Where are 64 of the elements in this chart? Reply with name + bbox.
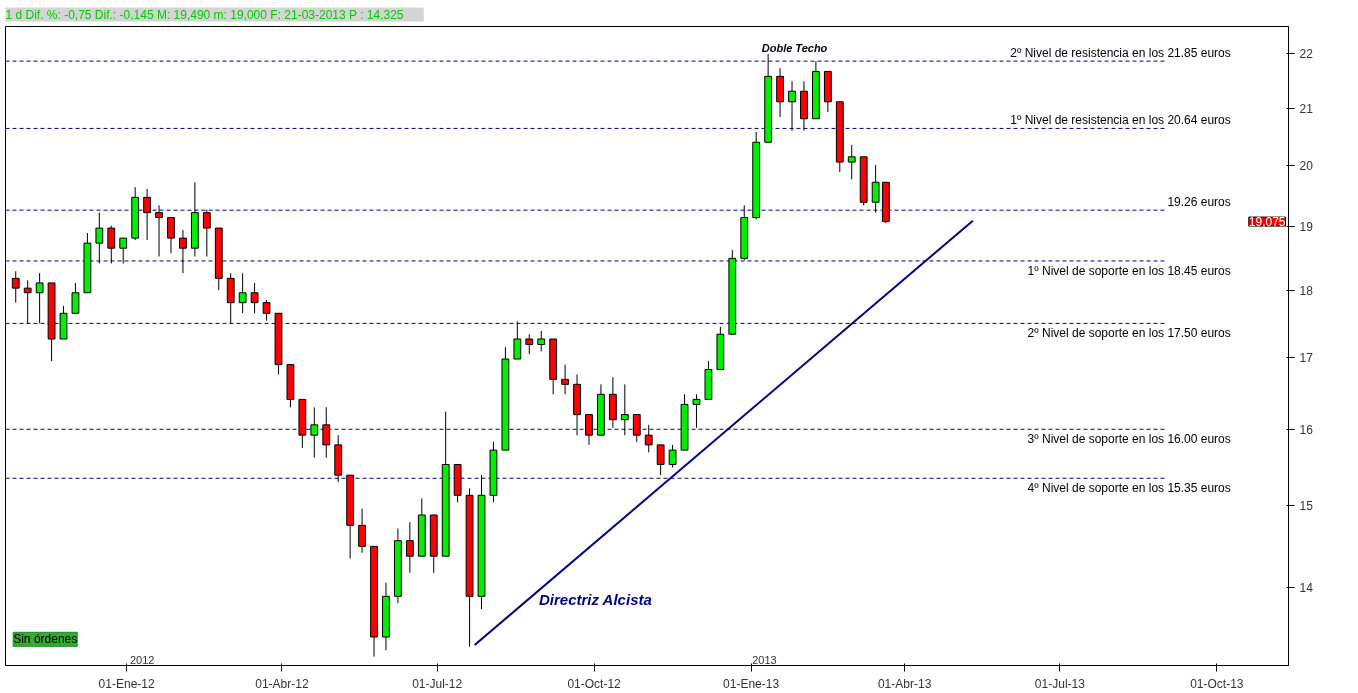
x-tick-label: 01-Oct-13 [1190,676,1244,691]
annotation: Sin órdenes [13,632,78,647]
x-tick-label: 01-Jul-12 [412,676,463,691]
candlestick [405,521,414,574]
y-tick-label: 22 [1299,46,1314,61]
candlestick [513,320,522,360]
candlestick [23,279,32,324]
annotation: Directriz Alcista [538,590,652,608]
candlestick [561,364,570,395]
candlestick [322,406,331,459]
candlestick [692,393,701,429]
y-tick-label: 16 [1299,422,1314,437]
x-tick-label: 01-Abr-12 [255,676,309,691]
candlestick [250,282,259,314]
candlestick [119,237,128,265]
ref-line-label: 2º Nivel de resistencia en los 21.85 euros [1010,46,1231,61]
candlestick [238,272,247,314]
candlestick [585,414,593,446]
ref-line-label: 4º Nivel de soporte en los 15.35 euros [1027,481,1231,496]
candlestick [537,330,546,352]
candlestick [11,270,20,304]
x-tick-label: 01-Ene-13 [723,676,780,691]
candlestick [871,164,880,214]
candlestick [525,333,534,355]
candlestick [644,424,653,453]
candlestick [358,508,366,554]
x-tick-label: 01-Ene-12 [98,676,155,691]
x-tick-label: 01-Jul-13 [1034,676,1086,691]
annotation: 2012 [129,653,155,666]
candlestick [847,144,856,180]
ref-line-label: 19.26 euros [1167,195,1231,210]
ref-line-label: 1º Nivel de soporte en los 18.45 euros [1027,263,1231,278]
candlestick [71,282,80,314]
candlestick [788,80,796,132]
candlestick [167,217,175,254]
ref-line-label: 3º Nivel de soporte en los 16.00 euros [1027,432,1231,447]
x-tick-label: 01-Abr-13 [877,676,932,691]
x-tick-label: 01-Oct-12 [567,676,622,691]
candlestick [310,406,319,459]
candlestick [202,209,211,257]
y-tick-label: 17 [1299,351,1314,366]
candlestick [107,225,116,265]
annotation: 2013 [752,653,777,666]
chart-title: 1 d Dif. %: -0,75 Dif.: -0,145 M: 19,490 m: 19,000 F: 21-03-2013 P : 14,325 [5,7,404,22]
candlestick [656,444,665,476]
candlestick [35,272,44,324]
y-tick-label: 21 [1299,101,1314,116]
ref-line-label: 1º Nivel de resistencia en los 20.64 euros [1010,113,1231,128]
y-tick-label: 18 [1299,283,1314,298]
y-tick-label: 15 [1299,499,1314,513]
candlestick [179,229,187,274]
annotation: 19,075 [1248,215,1286,230]
y-tick-label: 19 [1299,219,1314,234]
candlestick [668,444,677,469]
candlestick [95,212,104,265]
candlestick [155,204,163,257]
candlestick [620,383,629,436]
candlestick [143,188,152,241]
candlestick [262,299,271,322]
y-tick-label: 20 [1299,159,1314,174]
y-tick-label: 14 [1299,580,1314,595]
annotation: Doble Techo [761,42,828,55]
candlestick [632,414,641,443]
ref-line-label: 2º Nivel de soporte en los 17.50 euros [1027,326,1231,341]
